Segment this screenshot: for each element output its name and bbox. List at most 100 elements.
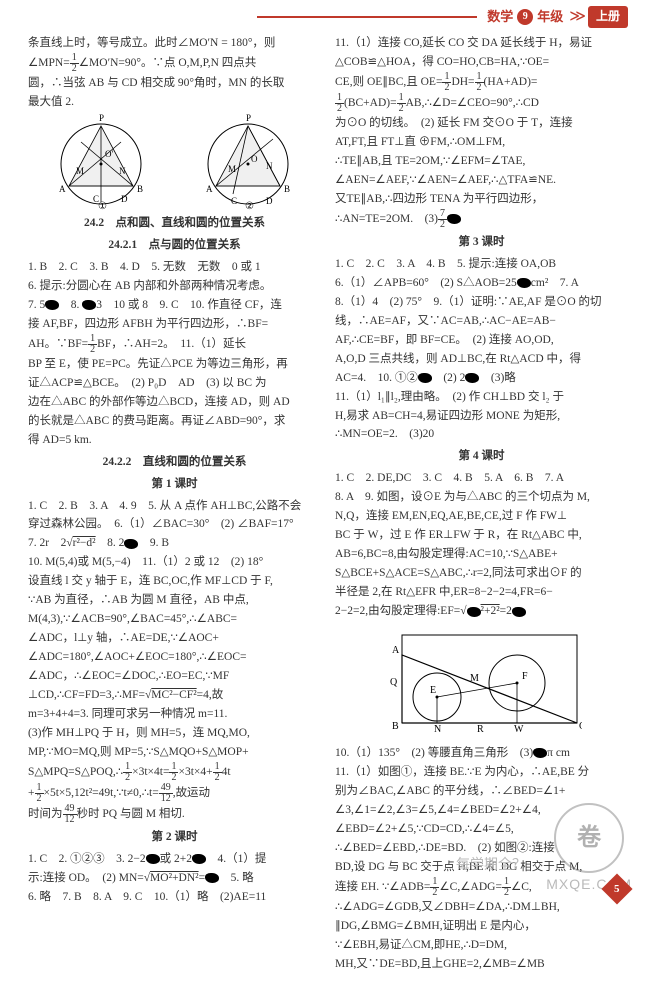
text: MH,又∵DE=BD,且上GHE=2,∠MB=∠MB <box>335 955 628 974</box>
svg-text:B: B <box>284 184 290 194</box>
section-24-2-2: 24.2.2 直线和圆的位置关系 <box>28 453 321 472</box>
text: 10. M(5,4)或 M(5,−4) 11.（1）2 或 12 (2) 18° <box>28 553 321 572</box>
text: MP,∵MO=MQ,则 MP=5,∵S△MQO+S△MOP+ <box>28 743 321 762</box>
text: 11.（1）如图①，连接 BE.∵E 为内心，∴AE,BE 分 <box>335 763 628 782</box>
text: 1. C 2. ①②③ 3. 2−2或 2+2 4.（1）提 <box>28 850 321 869</box>
grade-label: 年级 <box>537 6 563 27</box>
lesson-1: 第 1 课时 <box>28 475 321 494</box>
text: 1. C 2. C 3. A 4. B 5. 提示:连接 OA,OB <box>335 255 628 274</box>
text: ∠ADC，l⊥y 轴，∴AE=DE,∵∠AOC+ <box>28 629 321 648</box>
svg-text:N: N <box>119 166 126 176</box>
circle-diagram-1: P A B M N O' C D ① <box>41 114 161 210</box>
text: ∵∠EBH,易证△CM,即HE,∴D=DM, <box>335 936 628 955</box>
text: BC 于 W，过 E 作 ER⊥FW 于 R，在 Rt△ABC 中, <box>335 526 628 545</box>
lesson-4: 第 4 课时 <box>335 447 628 466</box>
text: M(4,3),∵∠ACB=90°,∠BAC=45°,∴∠ABC= <box>28 610 321 629</box>
svg-text:A: A <box>59 184 66 194</box>
text: ⊥CD,∴CF=FD=3,∴MF=√MC²−CF²=4,故 <box>28 686 321 705</box>
text: ∠MPN=12∠MO′N=90°。∵点 O,M,P,N 四点共 <box>28 53 321 74</box>
text: 接 AF,BF，四边形 AFBH 为平行四边形，∴BF= <box>28 315 321 334</box>
text: AH。∵BF=12BF，∴AH=2。 11.（1）延长 <box>28 334 321 355</box>
figure-circles: P A B M N O' C D ① P A B M <box>28 114 321 210</box>
svg-text:C: C <box>579 721 582 732</box>
svg-text:A: A <box>206 184 213 194</box>
text: AB=6,BC=8,由勾股定理得:AC=10,∵S△ABE+ <box>335 545 628 564</box>
svg-text:B: B <box>137 184 143 194</box>
text: A,O,D 三点共线，则 AD⊥BC,在 Rt△ACD 中，得 <box>335 350 628 369</box>
svg-text:②: ② <box>245 201 254 210</box>
text: 圆，∴当弦 AB 与 CD 相交成 90°角时，MN 的长取 <box>28 74 321 93</box>
text: S△MPQ=S△POQ,∴12×3t×4t=12×3t×4+124t <box>28 762 321 783</box>
svg-text:O: O <box>251 154 258 164</box>
volume-badge: 上册 <box>588 6 628 28</box>
text: 8.（1）4 (2) 75° 9.（1）证明:∵AE,AF 是⊙O 的切 <box>335 293 628 312</box>
text: 穿过森林公园。 6.（1）∠BAC=30° (2) ∠BAF=17° <box>28 515 321 534</box>
section-24-2: 24.2 点和圆、直线和圆的位置关系 <box>28 214 321 233</box>
svg-text:F: F <box>522 671 528 682</box>
text: 2−2=2,由勾股定理得:EF=√²+2²=2 <box>335 602 628 621</box>
text: 11.（1）连接 CO,延长 CO 交 DA 延长线于 H，易证 <box>335 34 628 53</box>
svg-text:A: A <box>392 645 400 656</box>
text: 1. C 2. B 3. A 4. 9 5. 从 A 点作 AH⊥BC,公路不会 <box>28 497 321 516</box>
section-24-2-1: 24.2.1 点与圆的位置关系 <box>28 236 321 255</box>
text: BP 至 E，使 PE=PC。先证△PCE 为等边三角形，再 <box>28 355 321 374</box>
text: 6. 提示:分圆心在 AB 内部和外部两种情况考虑。 <box>28 277 321 296</box>
subject-label: 数学 <box>487 6 513 27</box>
header-rule <box>257 16 477 18</box>
text: 为⊙O 的切线。 (2) 延长 FM 交⊙O 于 T，连接 <box>335 114 628 133</box>
svg-text:W: W <box>514 724 524 733</box>
watermark-text: 每学期全？ <box>456 853 526 876</box>
text: m=3+4+4=3. 同理可求另一种情况 m=11. <box>28 705 321 724</box>
text: ∠ADC，∴∠EOC=∠DOC,∴EO=EC,∵MF <box>28 667 321 686</box>
text: 边在△ABC 的外部作等边△BCD，连接 AD，则 AD <box>28 393 321 412</box>
text: 1. B 2. C 3. B 4. D 5. 无数 无数 0 或 1 <box>28 258 321 277</box>
svg-text:P: P <box>246 114 251 123</box>
text: 又TE∥AB,∴四边形 TENA 为平行四边形， <box>335 190 628 209</box>
svg-text:R: R <box>477 724 484 733</box>
text: AT,FT,且 FT⊥直 ⊕FM,∴OM⊥FM, <box>335 133 628 152</box>
text: CE,则 OE∥BC,且 OE=12DH=12(HA+AD)= <box>335 72 628 93</box>
svg-text:M: M <box>228 164 236 174</box>
text: 条直线上时，等号成立。此时∠MO′N = 180°，则 <box>28 34 321 53</box>
text: 7. 5 8. 3 10 或 8 9. C 10. 作直径 CF，连 <box>28 296 321 315</box>
svg-text:O': O' <box>105 149 113 159</box>
svg-text:M: M <box>76 166 84 176</box>
text: ∠ADC=180°,∠AOC+∠EOC=180°,∴∠EOC= <box>28 648 321 667</box>
text: ∥DG,∠BMG=∠BMH,证明出 E 是内心， <box>335 917 628 936</box>
text: 半径是 2,在 Rt△EFR 中,ER=8−2−2=4,FR=6− <box>335 583 628 602</box>
lesson-3: 第 3 课时 <box>335 233 628 252</box>
text: 时间为4912秒时 PQ 与圆 M 相切. <box>28 804 321 825</box>
text: S△BCE+S△ACE=S△ABC,∴r=2,同法可求出⊙F 的 <box>335 564 628 583</box>
chevron-icon: ≫ <box>569 4 582 30</box>
text: AF,∴CE=BF，即 BF=CE。 (2) 连接 AO,OD, <box>335 331 628 350</box>
text: 最大值 2. <box>28 93 321 112</box>
grade-badge: 9 <box>517 9 533 25</box>
circle-diagram-2: P A B M N O C D ② <box>188 114 308 210</box>
text: H,易求 AB=CH=4,易证四边形 MONE 为矩形, <box>335 407 628 426</box>
svg-text:N: N <box>266 161 273 171</box>
text: 8. A 9. 如图，设⊙E 为与△ABC 的三个切点为 M, <box>335 488 628 507</box>
text: 得 AD=5 km. <box>28 431 321 450</box>
text: 6. 略 7. B 8. A 9. C 10.（1）略 (2)AE=11 <box>28 888 321 907</box>
text: ∠AEN=∠AEF,∵∠AEN=∠AEF,∴△TFA≌NE. <box>335 171 628 190</box>
text: 11.（1）l₁∥l₂,理由略。 (2) 作 CH⊥BD 交 l₂ 于 <box>335 388 628 407</box>
text: △COB≌△HOA，得 CO=HO,CB=HA,∵OE= <box>335 53 628 72</box>
lesson-2: 第 2 课时 <box>28 828 321 847</box>
text: 设直线 l 交 y 轴于 E，连 BC,OC,作 MF⊥CD 于 F, <box>28 572 321 591</box>
text: AC=4. 10. ①② (2) 2 (3)略 <box>335 369 628 388</box>
svg-text:M: M <box>470 673 479 684</box>
text: 线，∴AE=AF，又∵AC=AB,∴AC−AE=AB− <box>335 312 628 331</box>
svg-text:C: C <box>231 196 237 206</box>
text: 1. C 2. DE,DC 3. C 4. B 5. A 6. B 7. A <box>335 469 628 488</box>
text: 7. 2r 2√r²−d² 8. 2 9. B <box>28 534 321 553</box>
text: 证△ACP≌△BCE。 (2) P₀D AD (3) 以 BC 为 <box>28 374 321 393</box>
svg-text:①: ① <box>98 201 107 210</box>
figure-triangle: A B C Q E F N R W M <box>335 625 628 740</box>
text: (3)作 MH⊥PQ 于 H，则 MH=5，连 MQ,MO, <box>28 724 321 743</box>
svg-text:D: D <box>121 194 128 204</box>
text: 6.（1）∠APB=60° (2) S△AOB=25cm² 7. A <box>335 274 628 293</box>
text: ∴∠ADG=∠GDB,又∠DBH=∠DA,∴DM⊥BH, <box>335 898 628 917</box>
svg-text:E: E <box>430 685 436 696</box>
svg-text:D: D <box>266 196 273 206</box>
text: ∵AB 为直径，∴AB 为圆 M 直径，AB 中点, <box>28 591 321 610</box>
